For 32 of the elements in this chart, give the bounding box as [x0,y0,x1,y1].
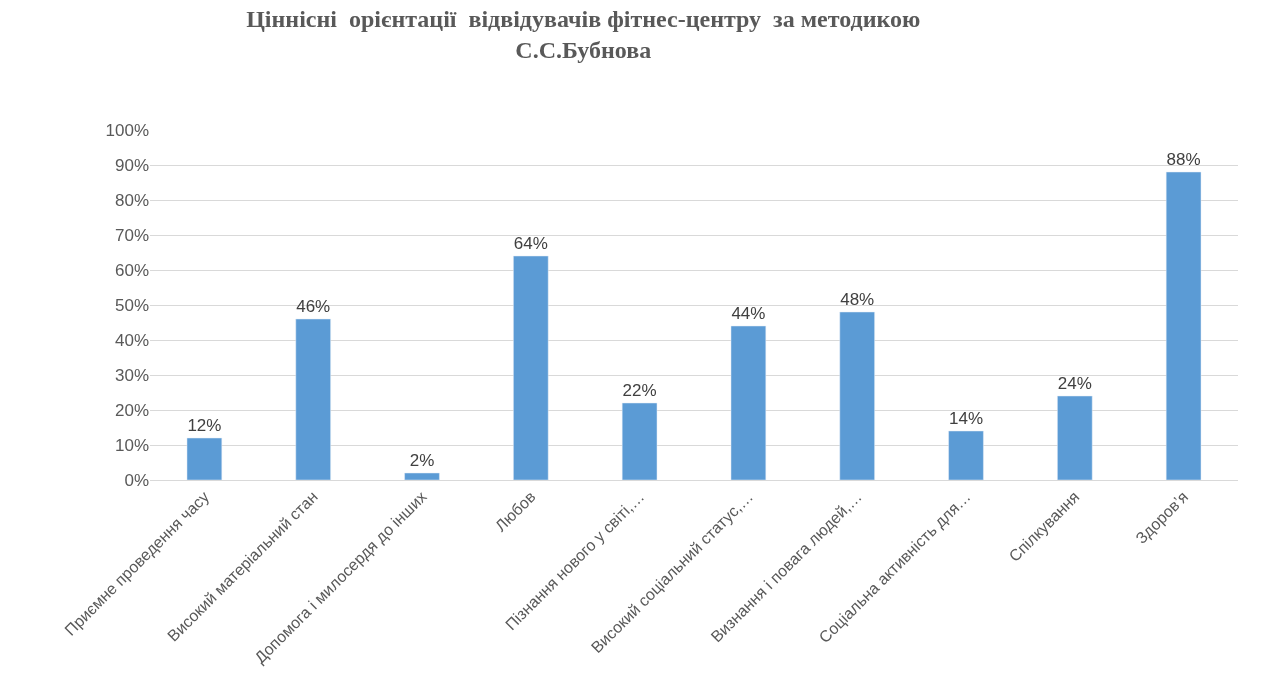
bar [404,472,440,480]
data-label: 44% [731,304,766,323]
y-tick-label: 30% [114,365,149,385]
y-tick-label: 100% [105,120,149,140]
data-label: 12% [187,416,222,435]
y-tick-label: 60% [114,260,149,280]
y-tick-label: 50% [114,295,149,315]
chart-title: Ціннісні орієнтації відвідувачів фітнес-центру за методикою С.С.Бубнова [246,6,921,64]
bar [186,437,223,480]
y-tick-label: 90% [114,155,149,175]
y-tick-label: 80% [114,190,149,210]
y-tick-label: 10% [114,435,149,455]
bar [1165,171,1202,480]
data-label: 24% [1057,374,1092,393]
data-label: 22% [622,381,657,400]
data-label: 48% [840,290,875,309]
y-tick-label: 20% [114,400,149,420]
data-label: 64% [513,234,548,253]
y-tick-label: 70% [114,225,149,245]
y-tick-label: 40% [114,330,149,350]
bar [513,255,549,480]
data-label: 46% [296,297,331,316]
data-label: 14% [948,409,984,428]
bar [948,430,984,480]
data-label: 2% [409,451,435,470]
bar [1057,395,1093,480]
bar [295,318,331,480]
data-label: 88% [1166,150,1201,169]
bar [839,311,875,480]
bar [730,325,767,480]
y-tick-label: 0% [124,470,149,490]
bar [621,402,658,480]
